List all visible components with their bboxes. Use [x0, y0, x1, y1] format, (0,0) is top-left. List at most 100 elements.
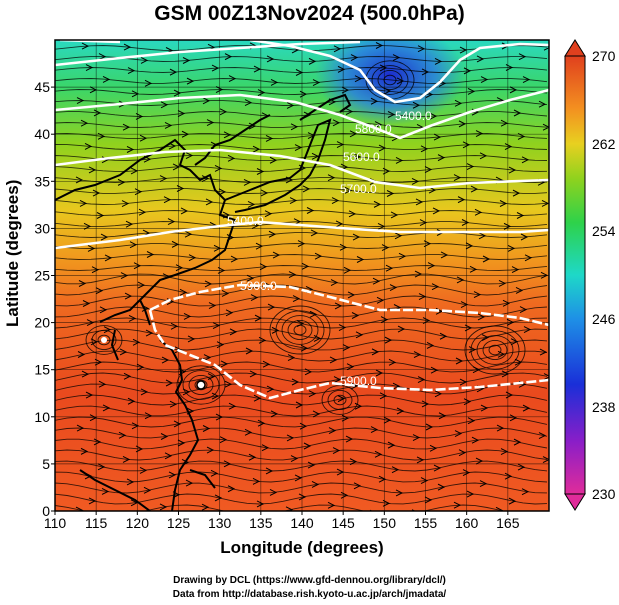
streamline-arrow	[210, 469, 219, 477]
streamline-arrow	[211, 64, 220, 72]
streamline-arrow	[82, 300, 91, 307]
streamline-arrow	[396, 77, 405, 85]
streamline-arrow	[223, 131, 232, 139]
streamline-arrow	[133, 262, 142, 270]
vortex-ring	[91, 329, 117, 351]
streamline-arrow	[456, 276, 465, 284]
streamline-arrow	[379, 64, 388, 72]
streamline-arrow	[269, 156, 278, 164]
streamline-arrow	[175, 264, 184, 272]
streamline	[55, 427, 548, 439]
streamline-arrow	[306, 207, 315, 214]
streamline-arrow	[372, 277, 381, 285]
vortex-ring	[97, 334, 111, 346]
streamline-arrow	[500, 448, 509, 455]
colorbar-label: 230	[592, 486, 616, 502]
streamline-arrow	[413, 351, 422, 359]
streamline-arrow	[384, 336, 393, 344]
streamline-arrow	[418, 293, 427, 300]
streamline-arrow	[123, 372, 132, 380]
streamline-arrow	[99, 306, 108, 314]
streamline-arrow	[379, 392, 388, 400]
streamline-arrow	[345, 108, 354, 115]
streamline-arrow	[469, 265, 478, 273]
streamline-arrow	[165, 379, 174, 387]
streamline-arrow	[126, 478, 135, 486]
streamline	[55, 317, 548, 329]
streamline	[55, 122, 548, 128]
streamline-arrow	[212, 322, 221, 329]
vortex-ring	[85, 325, 123, 355]
streamline-arrow	[434, 57, 443, 65]
streamline	[55, 221, 548, 227]
streamline-arrow	[92, 189, 101, 197]
colorbar-ramp	[564, 55, 586, 495]
streamline	[55, 265, 548, 271]
streamline-arrow	[246, 274, 255, 282]
streamline-arrow	[466, 490, 475, 498]
streamline-arrow	[353, 482, 362, 490]
streamline-arrow	[500, 119, 509, 127]
streamline-arrow	[202, 425, 211, 432]
y-axis-label: Latitude (degrees)	[3, 179, 22, 327]
streamline-arrow	[496, 424, 505, 432]
streamline-arrow	[541, 199, 549, 207]
streamline-arrow	[341, 86, 350, 94]
streamline-arrow	[327, 174, 336, 182]
streamline-arrow	[91, 266, 100, 274]
streamline-arrow	[257, 89, 266, 96]
chart-title: GSM 00Z13Nov2024 (500.0hPa)	[154, 2, 465, 25]
streamline	[55, 383, 548, 395]
typhoon-center-marks	[101, 337, 206, 390]
streamline-arrow	[440, 251, 449, 259]
y-tick-label: 35	[34, 173, 50, 189]
streamline-arrow	[164, 122, 173, 129]
y-tick-label: 25	[34, 268, 50, 284]
streamline-arrow	[272, 251, 281, 259]
streamline-arrow	[415, 198, 424, 206]
streamline	[55, 405, 548, 417]
streamline-arrow	[143, 486, 152, 494]
streamline-arrow	[169, 400, 178, 408]
streamline-arrow	[420, 145, 429, 153]
streamline-arrow	[429, 444, 438, 452]
streamline-arrow	[290, 123, 299, 131]
streamline	[55, 449, 548, 461]
streamline-arrow	[249, 370, 258, 378]
streamline-arrow	[543, 373, 549, 380]
streamline-arrow	[346, 363, 355, 371]
streamline-arrow	[253, 394, 262, 402]
streamline-arrow	[186, 77, 195, 85]
vortex-ring	[470, 330, 520, 370]
streamline-arrow	[122, 123, 131, 131]
streamline-arrow	[437, 483, 446, 491]
streamline-arrow	[97, 463, 106, 471]
streamline-arrow	[140, 388, 149, 396]
y-tick-label: 45	[34, 79, 50, 95]
streamline-arrow	[427, 262, 436, 270]
streamline	[55, 438, 548, 450]
streamline-arrow	[202, 97, 211, 105]
streamline-arrow	[476, 55, 485, 63]
streamline-arrow	[311, 152, 320, 160]
x-tick-label: 120	[126, 515, 150, 531]
streamline-arrow	[520, 233, 529, 241]
streamline-arrow	[419, 219, 428, 227]
streamline-arrow	[121, 200, 130, 207]
streamline-arrow	[463, 398, 472, 406]
streamline-arrow	[219, 108, 228, 116]
streamline-arrow	[122, 455, 131, 463]
streamline	[55, 188, 548, 194]
streamline-arrow	[94, 358, 103, 366]
streamline-arrow	[270, 78, 279, 86]
streamline-arrow	[350, 54, 359, 61]
streamline-arrow	[201, 175, 210, 182]
streamline-arrow	[522, 76, 531, 83]
streamline-arrow	[333, 45, 342, 53]
streamline-arrow	[131, 90, 140, 98]
streamline-arrow	[230, 255, 239, 263]
streamline-arrow	[459, 378, 468, 386]
streamline-arrow	[245, 347, 254, 355]
streamline-arrow	[511, 266, 520, 274]
x-tick-label: 145	[331, 515, 355, 531]
